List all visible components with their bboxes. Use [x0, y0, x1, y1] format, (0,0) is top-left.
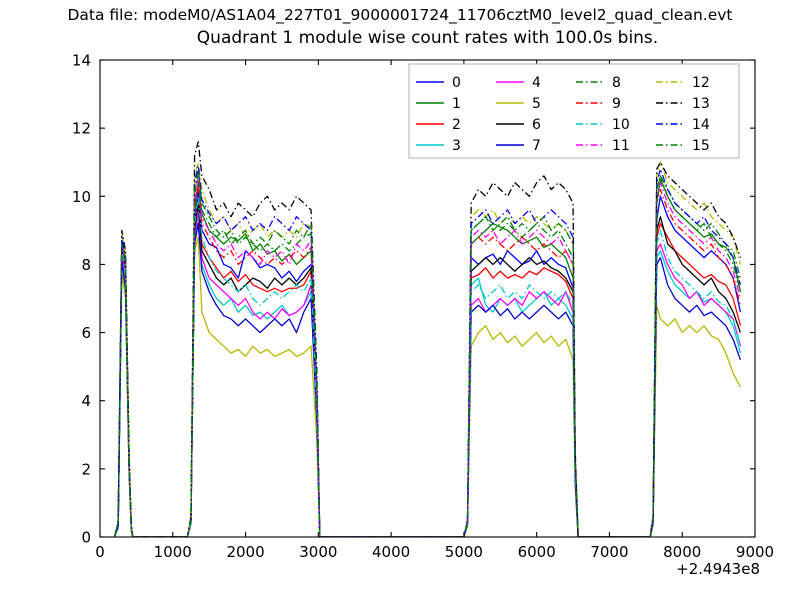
- series-line-7: [113, 222, 742, 537]
- series-group: [113, 141, 742, 537]
- y-tick-label: 0: [81, 529, 91, 547]
- series-line-9: [113, 182, 742, 537]
- data-file-suptitle: Data file: modeM0/AS1A04_227T01_90000017…: [67, 6, 733, 24]
- legend-label-0[interactable]: 0: [452, 75, 461, 91]
- x-tick-label: 4000: [372, 543, 410, 561]
- legend-label-5[interactable]: 5: [532, 96, 541, 112]
- x-tick-label: 2000: [226, 543, 264, 561]
- y-tick-label: 10: [72, 188, 91, 206]
- series-line-1: [113, 178, 742, 537]
- series-line-8: [113, 168, 742, 537]
- legend-label-4[interactable]: 4: [532, 75, 541, 91]
- y-tick-label: 2: [81, 460, 91, 478]
- legend-label-13[interactable]: 13: [692, 96, 710, 112]
- plot-title: Quadrant 1 module wise count rates with …: [196, 28, 659, 48]
- y-tick-label: 12: [72, 120, 91, 138]
- series-line-4: [113, 209, 742, 537]
- y-tick-label: 6: [81, 324, 91, 342]
- x-tick-label: 6000: [518, 543, 556, 561]
- y-tick-label: 14: [72, 52, 91, 70]
- legend-label-8[interactable]: 8: [612, 75, 621, 91]
- x-tick-label: 5000: [445, 543, 483, 561]
- legend-label-2[interactable]: 2: [452, 117, 461, 133]
- legend-label-10[interactable]: 10: [612, 117, 630, 133]
- series-line-6: [113, 199, 742, 537]
- axes-spines: [99, 59, 756, 538]
- x-tick-label: 3000: [299, 543, 337, 561]
- legend-label-11[interactable]: 11: [612, 138, 630, 154]
- series-line-14: [113, 164, 742, 537]
- axes-group: 0 1000 2000 3000 4000 5000 6000 7000 8000 9000 0 2 4…: [72, 52, 774, 562]
- series-line-13: [113, 141, 742, 537]
- series-line-10: [113, 195, 742, 537]
- legend-label-1[interactable]: 1: [452, 96, 461, 112]
- x-tick-label: 1000: [154, 543, 192, 561]
- legend-label-12[interactable]: 12: [692, 75, 710, 91]
- x-tick-label: 7000: [590, 543, 628, 561]
- y-tick-label: 8: [81, 256, 91, 274]
- x-axis-offset-text: +2.4943e8: [676, 560, 760, 578]
- series-line-2: [113, 202, 742, 537]
- legend-label-15[interactable]: 15: [692, 138, 710, 154]
- x-tick-label: 0: [95, 543, 105, 561]
- legend-frame: [408, 63, 740, 159]
- legend-label-14[interactable]: 14: [692, 117, 710, 133]
- legend-label-9[interactable]: 9: [612, 96, 621, 112]
- x-tick-label: 8000: [663, 543, 701, 561]
- x-tick-label: 9000: [736, 543, 774, 561]
- legend-label-7[interactable]: 7: [532, 138, 541, 154]
- y-tick-label: 4: [81, 392, 91, 410]
- legend-label-6[interactable]: 6: [532, 117, 541, 133]
- series-line-12: [113, 161, 742, 537]
- legend-label-3[interactable]: 3: [452, 138, 461, 154]
- series-line-0: [113, 188, 742, 537]
- series-line-15: [113, 171, 742, 537]
- series-line-3: [113, 216, 742, 537]
